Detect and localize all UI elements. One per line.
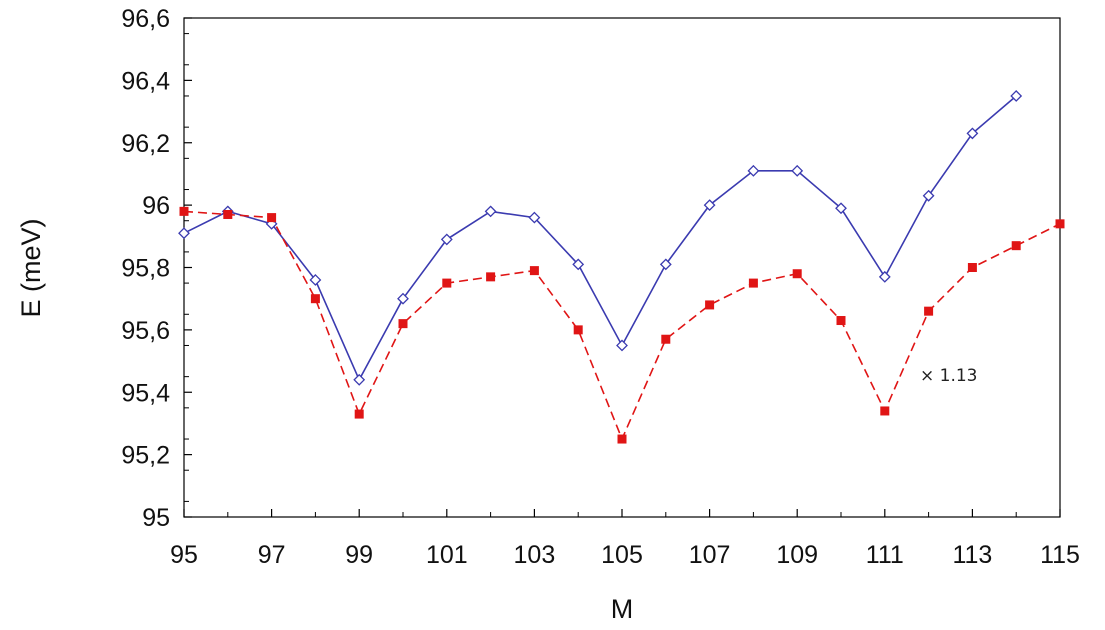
x-tick-label: 107 [689,541,731,569]
series-1-point [966,127,979,140]
x-tick-label: 95 [170,541,198,569]
x-tick-label: 111 [866,541,904,569]
series-1-point [1010,90,1023,102]
series-2-point [529,266,539,276]
y-tick-label: 95 [142,504,170,532]
y-tick-label: 95,8 [121,255,170,283]
series-1 [178,90,1023,386]
y-tick-label: 96,6 [121,5,170,33]
y-tick-label: 95,4 [121,379,170,407]
x-tick-label: 113 [952,541,992,569]
series-2-point [310,294,320,304]
series-2 [179,206,1065,444]
y-axis-ticks: 95 95,2 95,4 95,6 95,8 96 96,2 96,4 96,6 [121,5,192,532]
y-tick-label: 96,4 [121,67,170,95]
series-2-point [617,434,627,444]
series-2-point [442,278,452,288]
y-tick-label: 96,2 [121,130,170,158]
series-2-point [179,206,189,216]
series-2-point [748,278,758,288]
series-1-point [440,233,453,246]
series-2-point [1055,219,1065,229]
y-axis-title: E (meV) [16,218,46,317]
series-2-point [792,269,802,279]
series-layer [178,90,1065,444]
series-2-point [1011,241,1021,251]
x-tick-label: 115 [1040,541,1080,569]
series-1-point [397,292,409,305]
series-1-point [922,189,935,202]
annotation-label: × 1.13 [920,366,978,386]
series-2-point [880,406,890,416]
series-1-point [353,373,366,386]
series-1-point [835,202,847,215]
plot-area [183,17,1061,518]
series-1-point [747,164,760,177]
y-tick-label: 95,6 [121,317,170,345]
x-axis-ticks: 95 97 99 101 103 105 107 109 111 113 115 [170,509,1080,569]
series-2-point [223,209,233,219]
series-1-line [183,95,1017,382]
x-tick-label: 101 [426,541,468,569]
series-2-point [354,409,364,419]
x-tick-label: 97 [258,541,286,569]
y-tick-label: 95,2 [121,442,170,470]
series-1-point [528,211,541,224]
y-tick-label: 96 [142,192,170,220]
x-tick-label: 105 [601,541,643,569]
series-2-point [924,306,934,316]
x-axis-title: M [611,594,634,624]
series-1-point [791,164,804,177]
series-1-point [616,339,628,352]
x-tick-label: 99 [345,541,373,569]
series-2-point [267,213,277,223]
series-1-point [178,227,190,240]
x-tick-label: 109 [776,541,818,569]
x-tick-label: 103 [514,541,556,569]
series-1-point [659,258,672,271]
series-2-point [836,316,846,326]
series-1-point [878,270,891,283]
series-2-point [486,272,496,282]
series-1-point [309,274,322,286]
series-2-point [398,319,408,329]
series-1-point [572,258,585,271]
series-2-point [573,325,583,335]
series-2-point [661,334,671,344]
series-2-point [705,300,715,310]
series-1-point [484,205,497,218]
series-2-point [967,263,977,272]
series-1-point [703,199,716,212]
